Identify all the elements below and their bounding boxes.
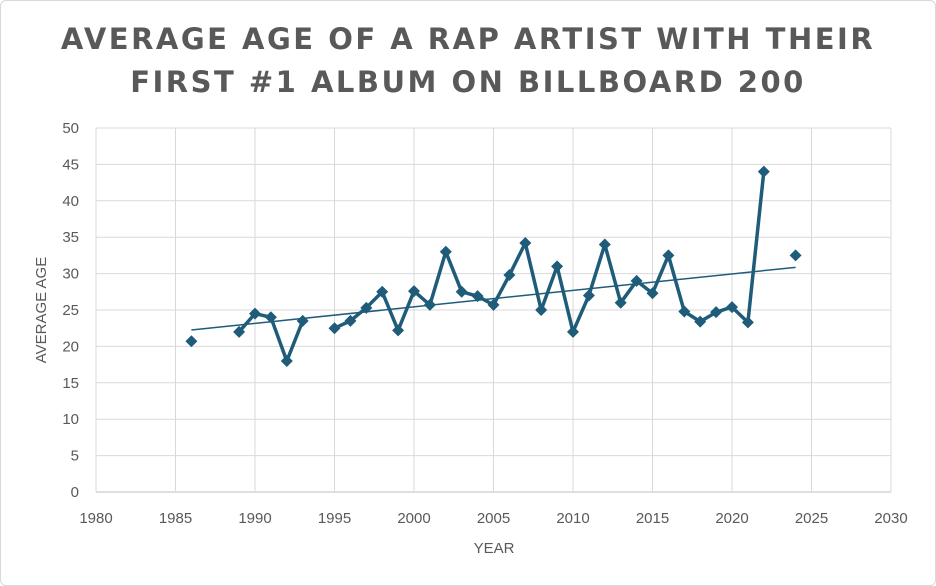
x-tick-label: 2000 <box>397 510 430 527</box>
data-point <box>376 285 389 298</box>
data-point <box>551 260 564 273</box>
trendline-group <box>191 266 796 331</box>
data-point <box>646 287 659 300</box>
data-point <box>392 324 405 337</box>
data-point <box>328 322 341 335</box>
x-tick-label: 1980 <box>79 510 112 527</box>
y-tick-label: 30 <box>62 266 79 283</box>
y-axis-title: AVERAGE AGE <box>33 257 50 363</box>
grid-lines <box>95 127 892 493</box>
data-point <box>726 301 738 314</box>
x-tick-label: 2020 <box>715 510 748 527</box>
data-point <box>344 314 357 327</box>
data-point <box>662 249 675 262</box>
y-tick-label: 5 <box>71 448 79 465</box>
data-point <box>408 285 420 298</box>
x-axis-ticks: 1980 1985 1990 1995 2000 2005 2010 2015 2020 2025… <box>79 510 907 527</box>
y-tick-label: 45 <box>62 156 79 173</box>
y-axis-ticks: 0 5 10 15 20 25 30 35 40 45 50 <box>62 120 79 501</box>
data-point <box>185 335 198 348</box>
x-tick-label: 2005 <box>477 510 510 527</box>
data-point <box>471 290 484 303</box>
data-point <box>567 325 579 338</box>
y-tick-label: 15 <box>62 375 79 392</box>
x-tick-label: 2025 <box>795 510 828 527</box>
x-tick-label: 1990 <box>238 510 271 527</box>
data-point <box>582 289 595 302</box>
x-axis-title: YEAR <box>474 540 515 557</box>
data-point <box>757 165 770 178</box>
data-point <box>519 237 532 250</box>
x-tick-label: 1995 <box>318 510 351 527</box>
y-tick-label: 0 <box>71 484 79 501</box>
y-tick-label: 25 <box>62 302 79 319</box>
data-point <box>233 325 246 338</box>
x-tick-label: 2015 <box>636 510 669 527</box>
chart-title-line-1: AVERAGE AGE OF A RAP ARTIST WITH THEIR <box>60 22 876 56</box>
y-tick-label: 20 <box>62 338 79 355</box>
data-point <box>678 305 691 318</box>
data-point <box>614 296 627 309</box>
chart-title-line-2: FIRST #1 ALBUM ON BILLBOARD 200 <box>130 65 806 99</box>
data-point <box>455 285 468 298</box>
chart-title: AVERAGE AGE OF A RAP ARTIST WITH THEIR F… <box>0 18 936 104</box>
y-tick-label: 50 <box>62 120 79 137</box>
x-tick-label: 2030 <box>874 510 907 527</box>
data-point <box>487 298 500 311</box>
data-point <box>598 238 611 251</box>
x-tick-label: 1985 <box>159 510 192 527</box>
data-point <box>360 301 373 314</box>
data-point <box>535 304 548 316</box>
y-tick-label: 35 <box>62 229 79 246</box>
series-line-segment <box>333 171 766 334</box>
y-tick-label: 40 <box>62 193 79 210</box>
data-point <box>439 245 452 258</box>
data-point <box>423 298 436 311</box>
data-point <box>249 307 261 320</box>
data-point <box>280 354 293 367</box>
data-point <box>296 314 309 327</box>
data-point <box>741 316 754 329</box>
trendline <box>191 266 796 331</box>
data-point <box>694 315 707 328</box>
data-point <box>789 249 802 262</box>
data-point <box>630 274 643 287</box>
y-tick-label: 10 <box>62 411 79 428</box>
x-tick-label: 2010 <box>556 510 589 527</box>
data-point <box>503 269 516 282</box>
series-group <box>185 165 802 367</box>
data-point <box>264 311 277 324</box>
data-point <box>710 306 723 319</box>
